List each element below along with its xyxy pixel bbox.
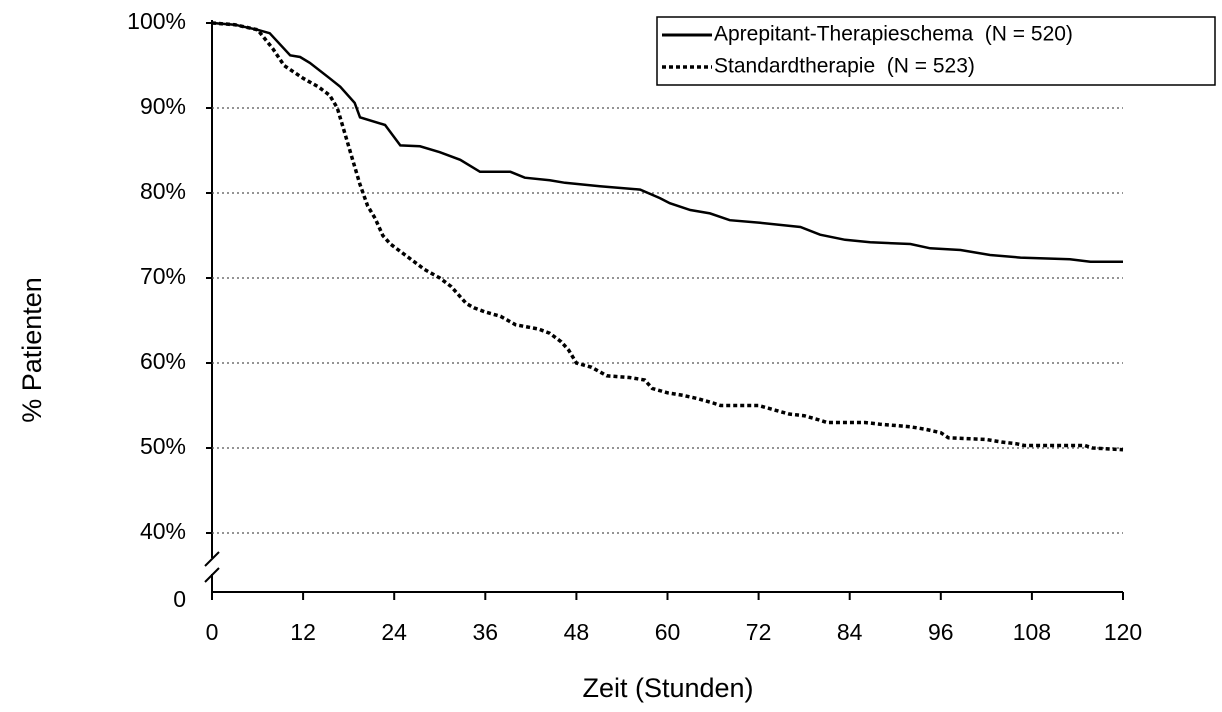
y-tick-label: 60%	[140, 348, 186, 374]
x-tick-label: 36	[473, 619, 499, 645]
x-tick-label: 12	[290, 619, 316, 645]
y-tick-label: 80%	[140, 178, 186, 204]
series-line	[211, 21, 1124, 452]
series-line	[211, 21, 1123, 264]
x-axis-title: Zeit (Stunden)	[582, 673, 753, 703]
y-tick-label: 100%	[127, 8, 186, 34]
x-tick-label: 108	[1013, 619, 1051, 645]
y-axis-title: % Patienten	[17, 277, 47, 423]
x-tick-label: 84	[837, 619, 863, 645]
legend-box	[656, 16, 1216, 86]
y-tick-label: 40%	[140, 518, 186, 544]
legend-label: Standardtherapie (N = 523)	[714, 55, 975, 78]
x-tick-label: 60	[655, 619, 681, 645]
x-tick-label: 24	[381, 619, 407, 645]
y-tick-label: 50%	[140, 433, 186, 459]
x-tick-label: 72	[746, 619, 772, 645]
y-break-tick-label: 0	[173, 586, 186, 612]
x-tick-label: 48	[564, 619, 590, 645]
x-tick-label: 96	[928, 619, 954, 645]
legend-label: Aprepitant-Therapieschema (N = 520)	[714, 23, 1073, 46]
axis-break	[204, 551, 220, 583]
y-tick-label: 90%	[140, 93, 186, 119]
y-tick-label: 70%	[140, 263, 186, 289]
x-tick-label: 120	[1104, 619, 1142, 645]
x-tick-label: 0	[206, 619, 219, 645]
